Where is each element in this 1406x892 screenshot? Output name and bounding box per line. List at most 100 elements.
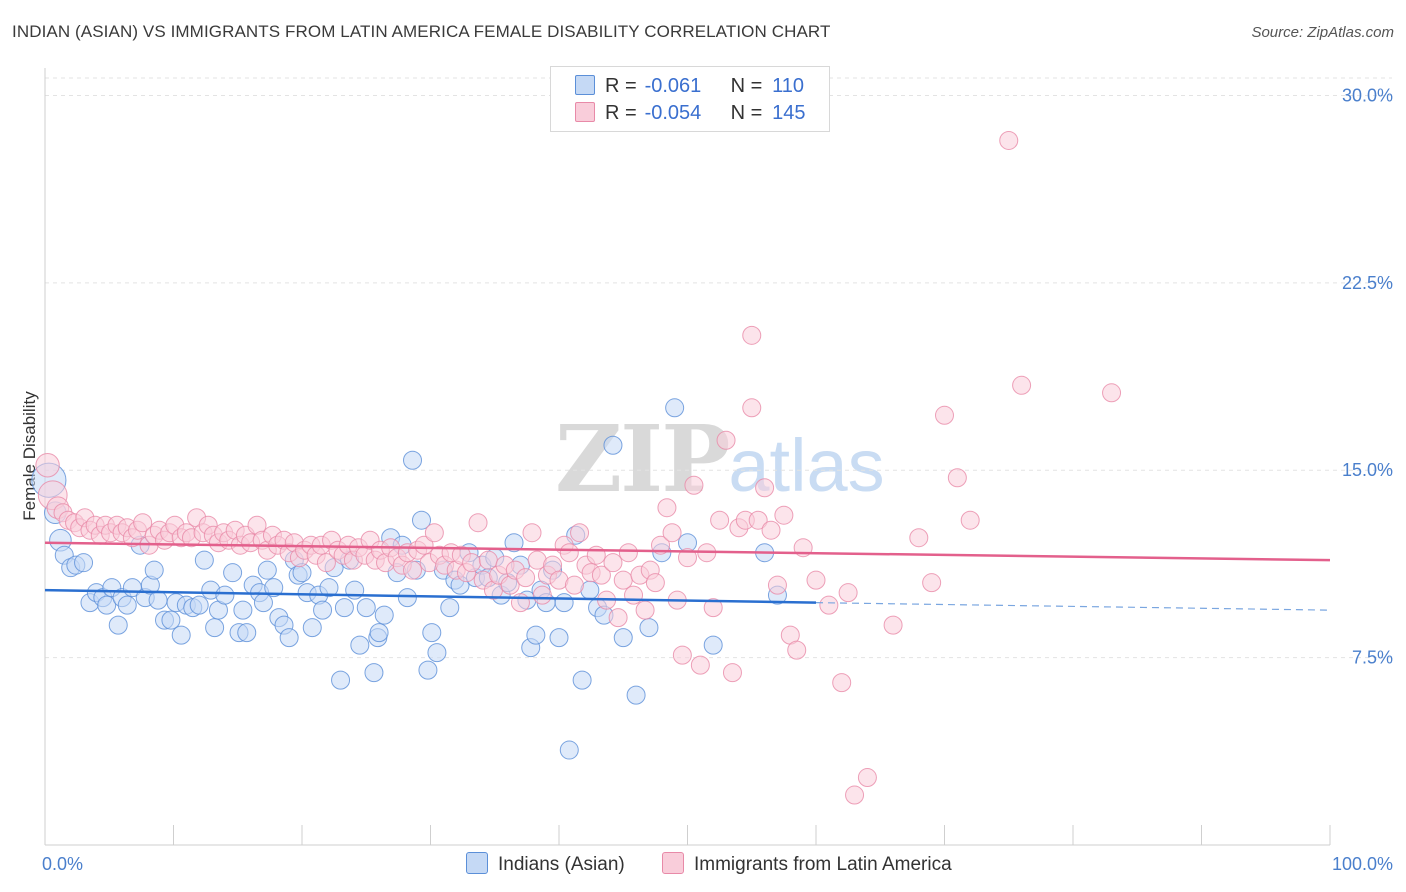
legend-r-label: R = bbox=[605, 75, 637, 97]
point-indians bbox=[194, 550, 214, 570]
point-latin-america bbox=[678, 548, 697, 568]
correlation-legend: R = -0.061 N = 110 R = -0.054 N = 145 bbox=[550, 66, 830, 132]
point-latin-america bbox=[635, 600, 655, 620]
point-latin-america bbox=[806, 570, 826, 590]
point-indians bbox=[161, 610, 181, 630]
point-indians bbox=[369, 623, 389, 643]
point-indians bbox=[233, 600, 253, 620]
y-axis-label: Female Disability bbox=[20, 391, 39, 521]
legend-n-label: N = bbox=[730, 75, 763, 97]
point-indians bbox=[639, 618, 659, 638]
legend-row-indians: R = -0.061 N = 110 bbox=[575, 75, 804, 98]
series-legend-latin-america: Immigrants from Latin America bbox=[662, 852, 952, 876]
point-latin-america bbox=[742, 398, 762, 418]
point-latin-america bbox=[645, 573, 665, 593]
point-indians bbox=[504, 533, 524, 553]
point-latin-america bbox=[618, 543, 638, 563]
legend-r-value: -0.061 bbox=[644, 75, 702, 97]
point-latin-america bbox=[819, 595, 839, 615]
legend-swatch-latin-america bbox=[575, 102, 595, 122]
legend-n-label: N = bbox=[730, 102, 763, 124]
point-latin-america bbox=[922, 573, 942, 593]
point-indians bbox=[412, 510, 432, 530]
point-indians bbox=[171, 625, 191, 645]
point-latin-america bbox=[603, 553, 623, 573]
point-latin-america bbox=[845, 785, 865, 805]
point-indians bbox=[237, 623, 257, 643]
point-latin-america bbox=[662, 523, 682, 543]
point-indians bbox=[364, 663, 384, 683]
point-indians bbox=[319, 578, 339, 598]
point-indians bbox=[117, 595, 137, 615]
legend-swatch-indians bbox=[575, 75, 595, 95]
point-latin-america bbox=[767, 575, 787, 595]
point-indians bbox=[440, 598, 460, 618]
point-latin-america bbox=[947, 468, 967, 488]
point-indians bbox=[97, 595, 117, 615]
y-tick-label: 15.0% bbox=[1342, 460, 1393, 480]
legend-n-value: 145 bbox=[772, 102, 806, 124]
point-latin-america bbox=[690, 655, 710, 675]
source-label: Source: ZipAtlas.com bbox=[1251, 24, 1394, 41]
point-indians bbox=[703, 635, 723, 655]
y-tick-label: 30.0% bbox=[1342, 85, 1393, 105]
point-latin-america bbox=[564, 575, 584, 595]
point-latin-america bbox=[672, 645, 692, 665]
point-indians bbox=[144, 560, 164, 580]
series-legend-label-indians: Indians (Asian) bbox=[498, 854, 625, 875]
point-latin-america bbox=[570, 523, 590, 543]
point-indians bbox=[418, 660, 438, 680]
point-indians bbox=[549, 628, 569, 648]
point-latin-america bbox=[787, 640, 807, 660]
x-tick-label-max: 100.0% bbox=[1332, 854, 1393, 874]
point-latin-america bbox=[832, 673, 852, 693]
point-latin-america bbox=[1012, 375, 1032, 395]
series-legend-swatch-latin-america bbox=[662, 852, 684, 874]
point-latin-america bbox=[613, 570, 633, 590]
trendline-latin-america bbox=[44, 541, 1331, 562]
point-indians bbox=[189, 595, 209, 615]
point-indians bbox=[334, 598, 354, 618]
point-latin-america bbox=[722, 663, 742, 683]
point-indians bbox=[74, 553, 94, 573]
point-indians bbox=[302, 618, 322, 638]
point-latin-america bbox=[651, 535, 671, 555]
point-indians bbox=[264, 578, 284, 598]
point-indians bbox=[374, 605, 394, 625]
watermark-atlas: atlas bbox=[728, 424, 885, 507]
point-latin-america bbox=[999, 130, 1019, 150]
point-indians bbox=[422, 623, 442, 643]
point-latin-america bbox=[510, 593, 530, 613]
point-latin-america bbox=[316, 553, 336, 573]
point-indians bbox=[572, 670, 592, 690]
point-latin-america bbox=[684, 475, 704, 495]
chart-title: INDIAN (ASIAN) VS IMMIGRANTS FROM LATIN … bbox=[12, 22, 831, 41]
series-legend-swatch-indians bbox=[466, 852, 488, 874]
point-indians bbox=[603, 435, 623, 455]
point-latin-america bbox=[1102, 383, 1122, 403]
point-latin-america bbox=[657, 498, 677, 518]
point-indians bbox=[313, 600, 333, 620]
point-latin-america bbox=[761, 520, 781, 540]
point-latin-america bbox=[909, 528, 929, 548]
point-indians bbox=[665, 398, 685, 418]
point-indians bbox=[427, 643, 447, 663]
point-indians bbox=[331, 670, 351, 690]
point-latin-america bbox=[559, 543, 579, 563]
point-indians bbox=[403, 450, 423, 470]
trendline-indians bbox=[44, 588, 817, 604]
point-latin-america bbox=[403, 560, 423, 580]
series-legend-label-latin-america: Immigrants from Latin America bbox=[694, 854, 952, 875]
point-indians bbox=[526, 625, 546, 645]
point-latin-america bbox=[774, 505, 794, 525]
point-indians bbox=[350, 635, 370, 655]
point-latin-america bbox=[624, 585, 644, 605]
point-latin-america bbox=[468, 513, 488, 533]
point-indians bbox=[215, 585, 235, 605]
point-latin-america bbox=[935, 405, 954, 425]
trendline-indians-extension bbox=[815, 602, 1331, 611]
y-tick-label: 7.5% bbox=[1352, 648, 1393, 668]
point-latin-america bbox=[838, 583, 858, 603]
point-latin-america bbox=[424, 523, 444, 543]
